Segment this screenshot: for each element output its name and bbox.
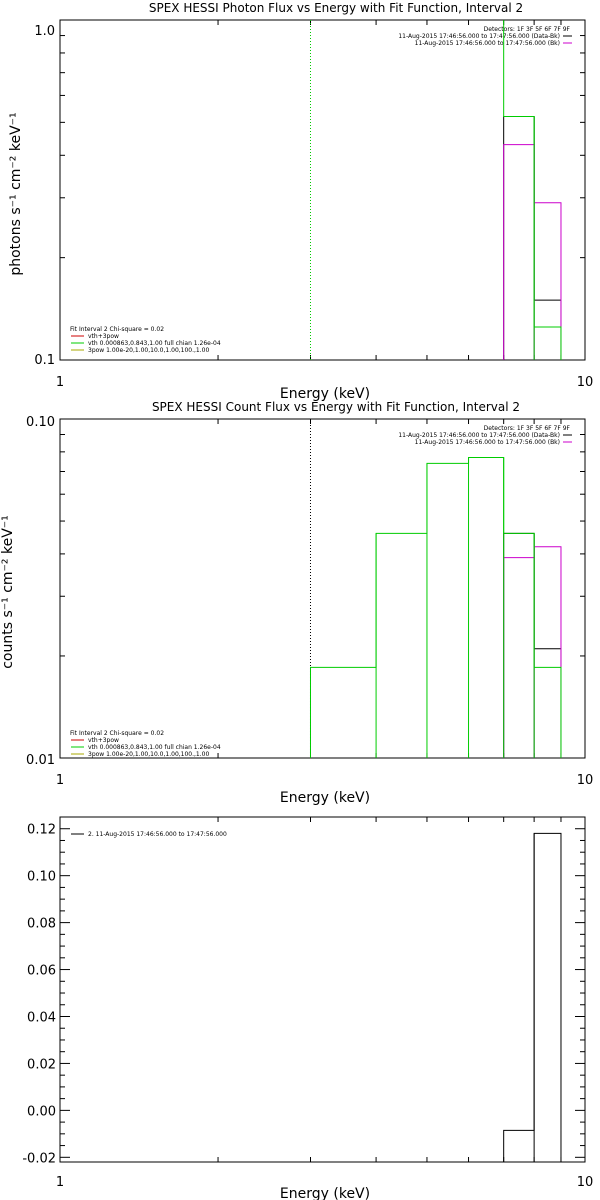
panel2-ytick-max: 0.10	[26, 415, 55, 430]
panel2-fit-entry-vth: vth 0.000863,0.843,1.00 full chian 1.26e…	[88, 744, 221, 751]
panel1-series-0-histogram	[503, 116, 562, 360]
panel3-legend-entry: 2. 11-Aug-2015 17:46:56.000 to 17:47:56.…	[88, 831, 227, 838]
panel2-xtick-10: 10	[577, 773, 594, 788]
panel1-xtick-10: 10	[577, 375, 594, 390]
panel2-xlabel: Energy (keV)	[280, 790, 370, 806]
panel1-xlabel: Energy (keV)	[280, 386, 370, 402]
panel2-ytick-min: 0.01	[26, 753, 55, 768]
panel1-legend-left: Fit Interval 2 Chi-square = 0.02 vth+3po…	[70, 326, 221, 354]
panel3-legend-left: 2. 11-Aug-2015 17:46:56.000 to 17:47:56.…	[88, 831, 227, 838]
panel3-ytick-label: 0.06	[27, 964, 56, 979]
panel3-ytick-label: 0.12	[27, 823, 56, 838]
panel1-title: SPEX HESSI Photon Flux vs Energy with Fi…	[149, 1, 523, 15]
panel2-legend-entry-data: 11-Aug-2015 17:46:56.000 to 17:47:56.000…	[398, 432, 560, 439]
panel3-xlabel: Energy (keV)	[280, 1186, 370, 1200]
panel3-ytick-label: 0.04	[27, 1010, 56, 1025]
panel2-series-0-histogram	[503, 532, 562, 758]
panel3-ytick-label: -0.02	[22, 1151, 56, 1166]
panel2-frame	[59, 418, 586, 759]
panel1-ytick-min: 0.1	[34, 353, 55, 368]
panel-photon-flux: SPEX HESSI Photon Flux vs Energy with Fi…	[8, 1, 593, 402]
panel1-series-1-histogram	[503, 144, 562, 360]
panel1-fit-entry-total: vth+3pow	[88, 333, 119, 340]
panel1-frame	[59, 19, 586, 361]
panel3-ytick-label: 0.00	[27, 1104, 56, 1119]
panel3-ytick-label: 0.02	[27, 1057, 56, 1072]
panel2-fit-header: Fit Interval 2 Chi-square = 0.02	[70, 730, 164, 737]
panel1-fit-header: Fit Interval 2 Chi-square = 0.02	[70, 326, 164, 333]
panel2-series-2-histogram	[309, 456, 562, 758]
panel1-ylabel: photons s⁻¹ cm⁻² keV⁻¹	[8, 112, 24, 275]
panel2-series-1-histogram	[503, 546, 562, 758]
panel2-legend-right: Detectors: 1F 3F 5F 6F 7F 9F 11-Aug-2015…	[398, 425, 570, 446]
panel1-fit-entry-vth: vth 0.000863,0.843,1.00 full chian 1.26e…	[88, 340, 221, 347]
panel2-fit-entry-3pow: 3pow 1.00e-20,1.00,10.0,1.00,100.,1.00	[88, 751, 209, 758]
panel1-legend-header: Detectors: 1F 3F 5F 6F 7F 9F	[484, 26, 571, 33]
panel1-ytick-max: 1.0	[34, 24, 55, 39]
panel2-legend-header: Detectors: 1F 3F 5F 6F 7F 9F	[484, 425, 571, 432]
panel2-ylabel: counts s⁻¹ cm⁻² keV⁻¹	[0, 515, 16, 669]
panel3-frame	[59, 816, 586, 1163]
panel1-legend-entry-bk: 11-Aug-2015 17:46:56.000 to 17:47:56.000…	[415, 40, 560, 47]
panel3-xtick-10: 10	[577, 1175, 594, 1190]
panel2-fit-entry-total: vth+3pow	[88, 737, 119, 744]
panel2-legend-left: Fit Interval 2 Chi-square = 0.02 vth+3po…	[70, 730, 221, 758]
panel3-ytick-label: 0.10	[27, 870, 56, 885]
panel3-ytick-label: 0.08	[27, 917, 56, 932]
panel2-legend-entry-bk: 11-Aug-2015 17:46:56.000 to 17:47:56.000…	[415, 439, 560, 446]
panel1-xtick-1: 1	[56, 375, 64, 390]
panel2-xtick-1: 1	[56, 773, 64, 788]
panel1-fit-entry-3pow: 3pow 1.00e-20,1.00,10.0,1.00,100.,1.00	[88, 347, 209, 354]
panel2-title: SPEX HESSI Count Flux vs Energy with Fit…	[152, 400, 520, 414]
panel3-series-0-histogram	[503, 832, 562, 1162]
panel1-series-2-histogram	[503, 20, 562, 360]
panel-residuals: Energy (keV) 1 10 2. 11-Aug-2015 17:46:5…	[56, 831, 593, 1200]
panel-count-flux: SPEX HESSI Count Flux vs Energy with Fit…	[0, 400, 593, 806]
panel1-legend-entry-data: 11-Aug-2015 17:46:56.000 to 17:47:56.000…	[398, 33, 560, 40]
panel3-xtick-1: 1	[56, 1175, 64, 1190]
panel1-legend-right: Detectors: 1F 3F 5F 6F 7F 9F 11-Aug-2015…	[398, 26, 570, 47]
